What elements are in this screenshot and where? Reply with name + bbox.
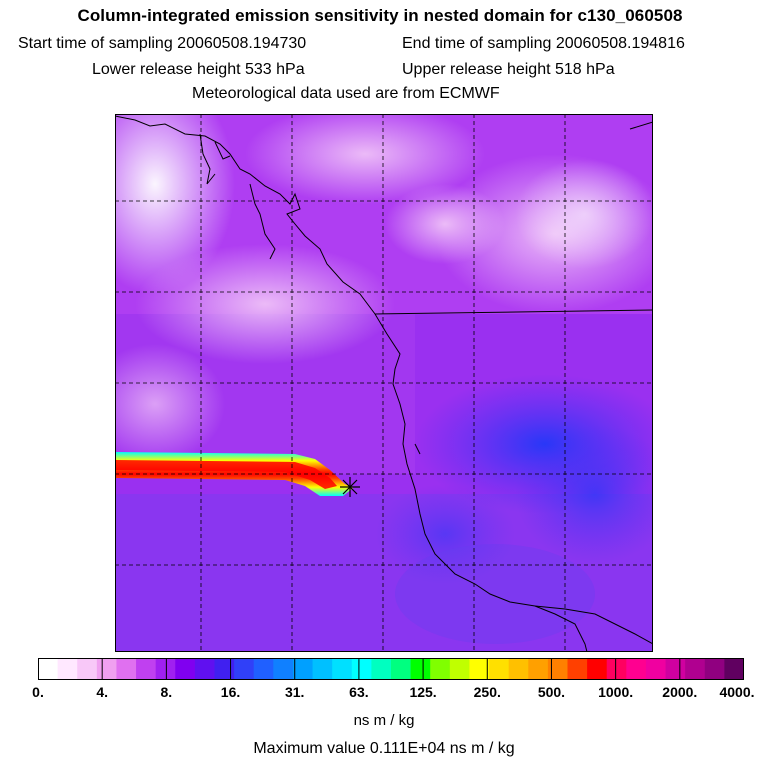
color-scale-swatch [155, 658, 176, 680]
color-scale-swatch [332, 658, 353, 680]
color-scale-swatch [96, 658, 117, 680]
color-scale-swatch [489, 658, 510, 680]
lower-release-height-label: Lower release height 533 hPa [92, 61, 305, 78]
color-scale-tick-label: 500. [537, 684, 566, 700]
start-time-label: Start time of sampling 20060508.194730 [18, 35, 307, 52]
color-scale-swatch [194, 658, 215, 680]
met-data-label: Meteorological data used are from ECMWF [192, 85, 500, 102]
color-scale-swatch [175, 658, 196, 680]
maximum-value-label: Maximum value 0.111E+04 ns m / kg [253, 740, 515, 757]
upper-release-height-label: Upper release height 518 hPa [402, 61, 615, 78]
color-scale-swatch [606, 658, 627, 680]
color-scale-swatch [469, 658, 490, 680]
color-scale-swatch [626, 658, 647, 680]
color-scale-swatch [371, 658, 392, 680]
color-scale-tick-label: 250. [473, 684, 501, 700]
color-scale-swatch [234, 658, 255, 680]
color-scale-swatch [312, 658, 333, 680]
color-scale-swatch [57, 658, 78, 680]
color-scale-swatch [273, 658, 294, 680]
color-scale-swatch [77, 658, 98, 680]
color-scale-swatch [38, 658, 59, 680]
color-scale-swatch [214, 658, 235, 680]
color-scale-swatch [528, 658, 549, 680]
color-scale-tick-label: 2000. [662, 684, 698, 700]
color-scale-tick-label: 1000. [598, 684, 634, 700]
units-label: ns m / kg [353, 712, 415, 729]
color-scale-tick-label: 4000. [719, 684, 755, 700]
color-scale-swatch [645, 658, 667, 680]
color-scale-swatch [391, 658, 412, 680]
color-scale-swatch [724, 658, 744, 680]
color-scale-swatch [665, 658, 686, 680]
color-scale-swatch [587, 658, 608, 680]
color-scale-tick-label: 4. [96, 684, 109, 700]
color-scale-tick-label: 63. [349, 684, 369, 700]
color-scale-swatch [449, 658, 470, 680]
color-scale-tick-label: 31. [284, 684, 305, 700]
color-scale-bar [38, 658, 744, 680]
color-scale-tick-label: 125. [409, 684, 437, 700]
release-point-marker [340, 477, 360, 497]
color-scale-swatch [136, 658, 157, 680]
map-title: Column-integrated emission sensitivity i… [77, 6, 683, 25]
color-scale-swatch [292, 658, 314, 680]
color-scale-swatch [116, 658, 137, 680]
color-scale-swatch [567, 658, 588, 680]
color-scale-swatch [704, 658, 725, 680]
color-scale-tick-label: 16. [220, 684, 241, 700]
color-scale-swatch [410, 658, 431, 680]
coastline [115, 115, 653, 652]
color-scale-tick-label: 0. [32, 684, 44, 700]
color-scale-swatch [685, 658, 706, 680]
end-time-label: End time of sampling 20060508.194816 [402, 35, 685, 52]
color-scale-swatch [253, 658, 274, 680]
color-scale-swatch [351, 658, 372, 680]
color-scale-swatch [430, 658, 451, 680]
sensitivity-map [115, 114, 653, 652]
color-scale-swatch [508, 658, 529, 680]
color-scale-swatch [547, 658, 568, 680]
lat-lon-grid [115, 114, 653, 652]
color-scale-tick-label: 8. [160, 684, 173, 700]
